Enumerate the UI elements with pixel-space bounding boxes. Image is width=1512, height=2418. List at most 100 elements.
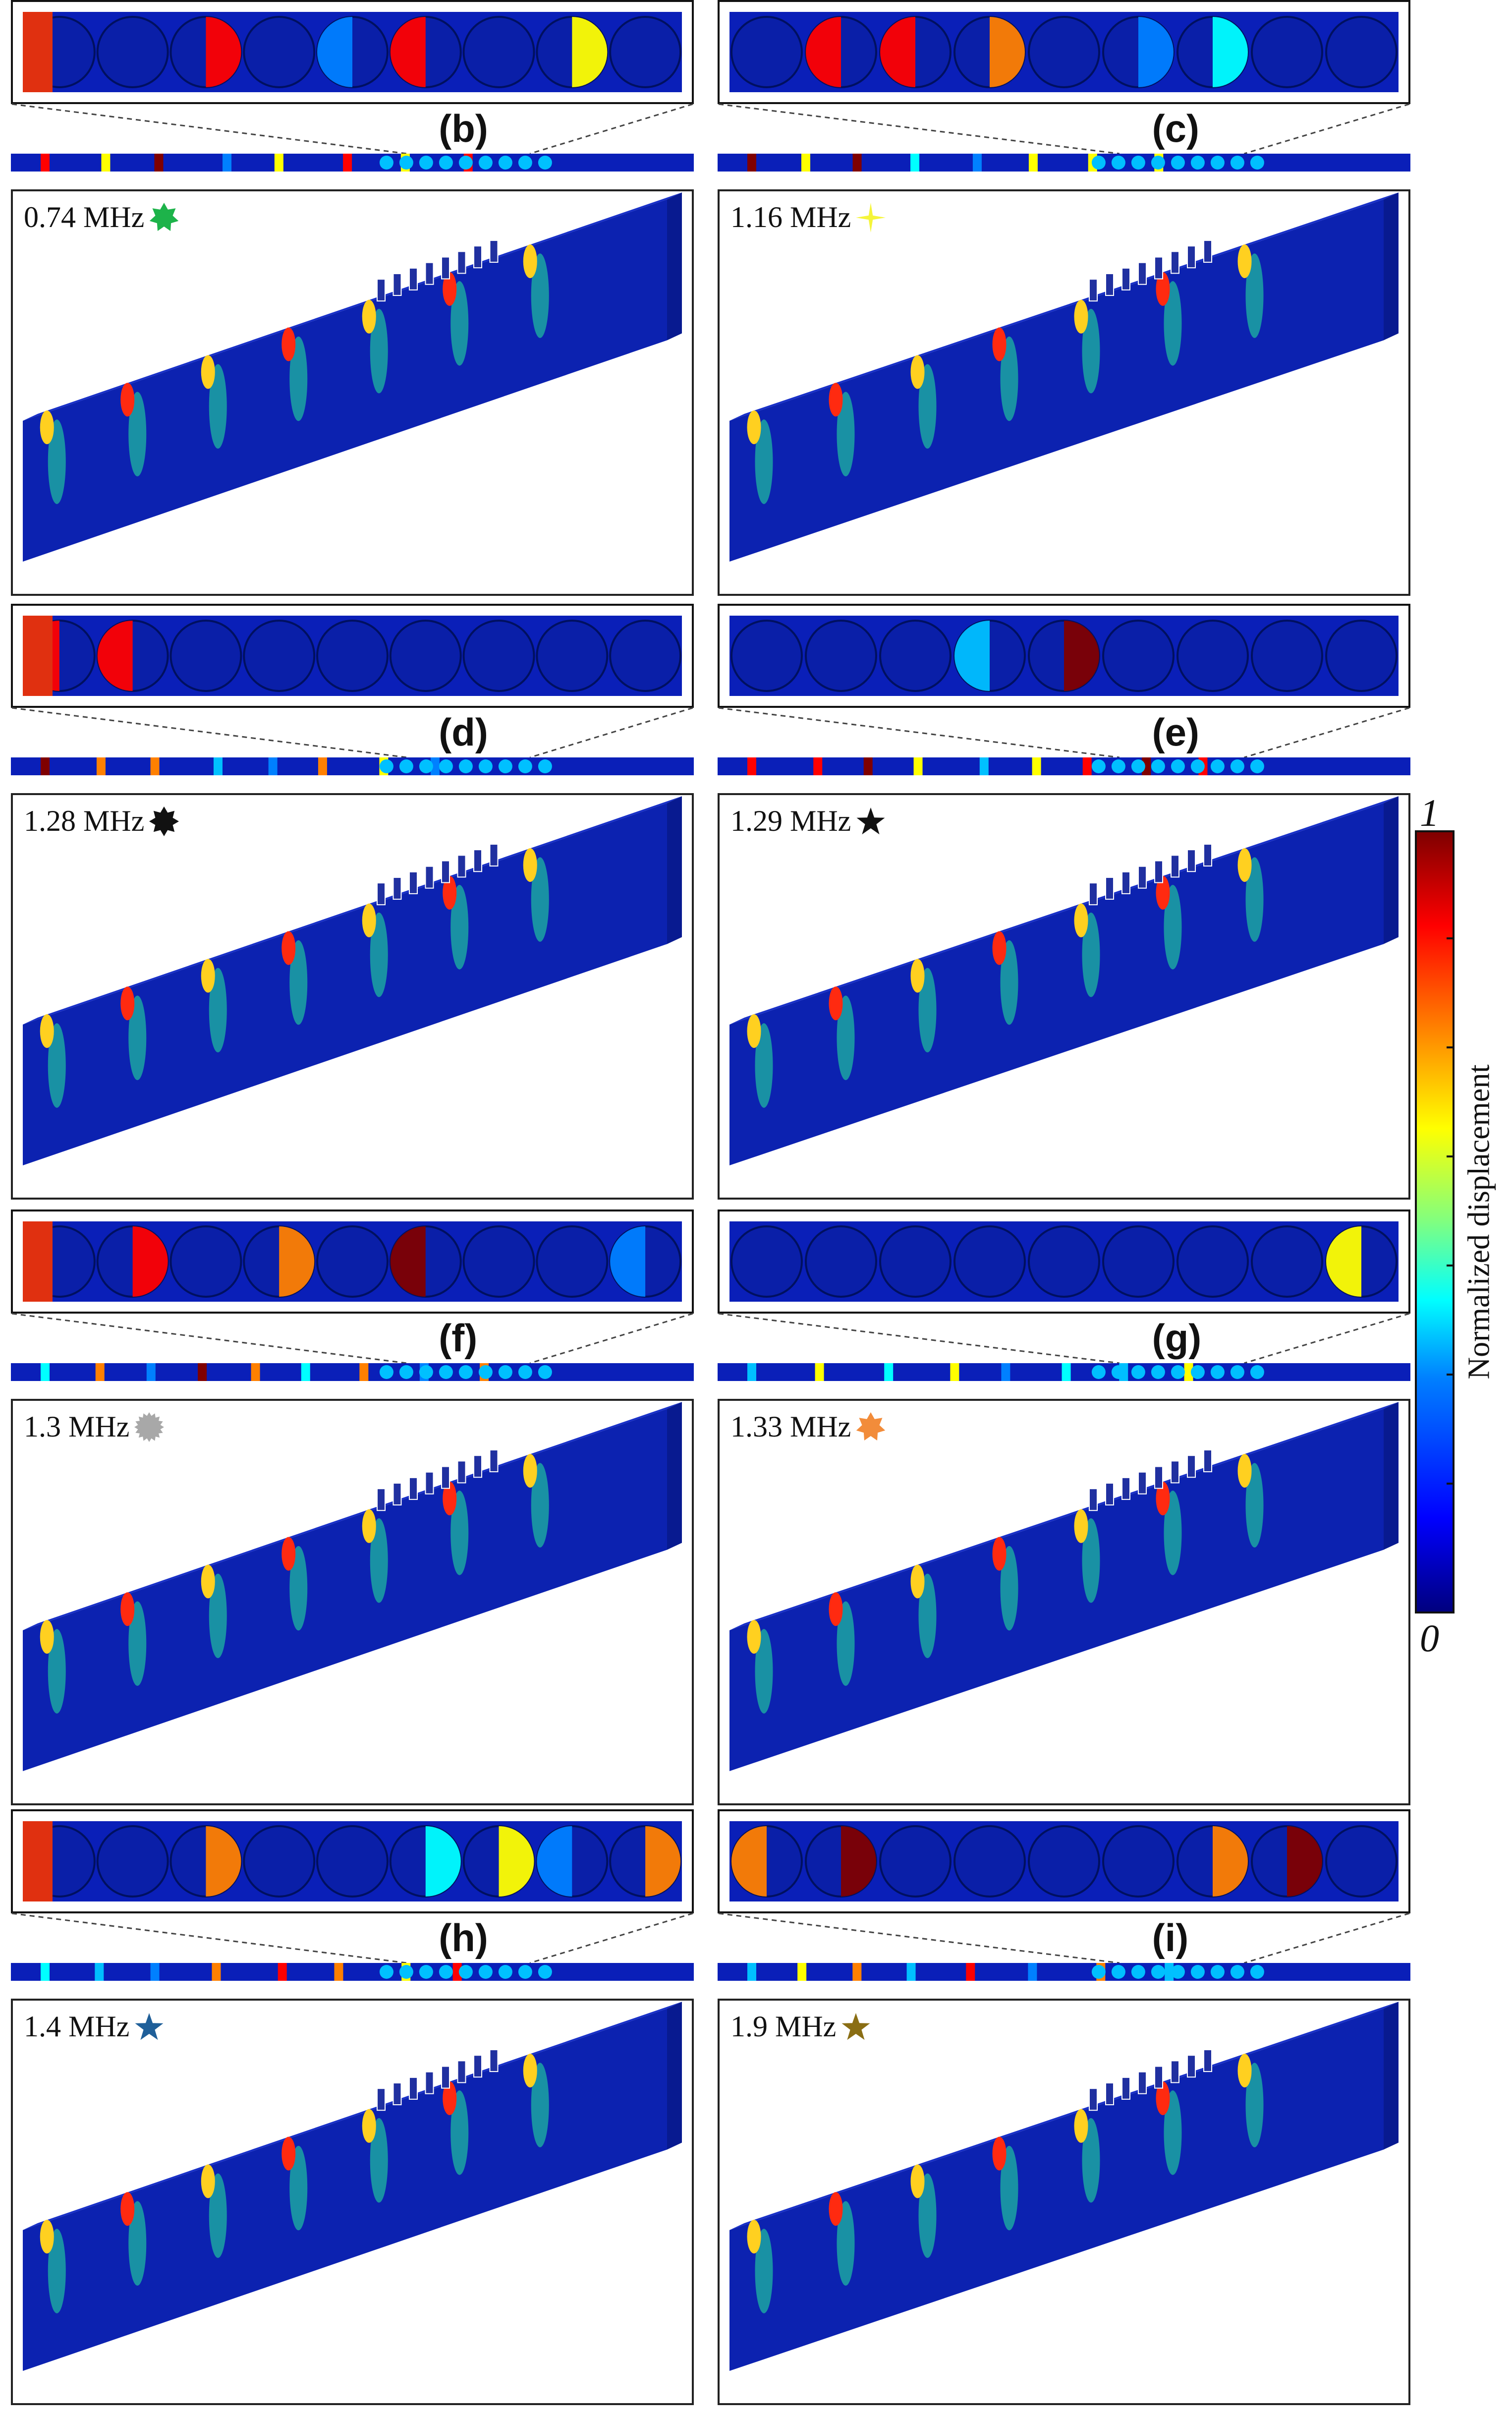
beam-3d-view: 1.9 MHz <box>718 1999 1410 2405</box>
resonator-disk <box>1176 620 1249 692</box>
colorbar-min-label: 0 <box>1420 1616 1439 1660</box>
panel-tag: (h) <box>439 1916 488 1959</box>
zoom-inset <box>718 604 1410 708</box>
beam-front-face <box>729 803 1384 1166</box>
frequency-value: 1.28 MHz <box>24 805 145 837</box>
hot-spot <box>731 1826 767 1897</box>
frequency-value: 1.9 MHz <box>730 2010 837 2043</box>
resonator-disk <box>316 1225 389 1298</box>
hot-spot <box>806 17 841 87</box>
panel: (i) 1.9 MHz <box>718 1809 1410 2405</box>
panel-tag: (g) <box>1152 1316 1202 1360</box>
hot-spot <box>206 1826 241 1897</box>
resonator-disk <box>805 1225 877 1298</box>
resonator-disk <box>169 1225 242 1298</box>
resonator-disk <box>879 1225 952 1298</box>
resonator-disk <box>169 620 242 692</box>
resonator-disk <box>462 620 535 692</box>
beam-top-strip <box>11 1363 694 1381</box>
hot-spot <box>425 1826 461 1897</box>
panel-tag: (e) <box>1152 710 1199 754</box>
colorbar-title: Normalized displacement <box>1462 1064 1496 1380</box>
zoom-inset <box>718 1209 1410 1314</box>
frequency-label: 1.9 MHz <box>730 2010 872 2044</box>
resonator-disk <box>805 620 877 692</box>
frequency-value: 1.16 MHz <box>730 201 851 233</box>
frequency-label: 1.16 MHz <box>730 200 887 234</box>
beam-front-face <box>23 803 667 1166</box>
hot-spot <box>390 17 426 87</box>
panel-tag: (d) <box>439 710 488 754</box>
resonator-disk <box>879 1825 952 1898</box>
hot-spot <box>841 1826 876 1897</box>
hot-spot <box>990 17 1025 87</box>
beam-top-strip <box>718 1963 1410 1981</box>
zoom-inset <box>11 1809 694 1913</box>
resonator-disk <box>1176 1225 1249 1298</box>
beam-top-strip <box>11 154 694 172</box>
resonator-disk <box>1028 1825 1100 1898</box>
colorbar-tick <box>1447 1374 1455 1376</box>
resonator-disk <box>96 16 169 88</box>
resonator-disk <box>730 1225 803 1298</box>
panel: (h) 1.4 MHz <box>11 1809 694 2405</box>
hot-spot <box>206 17 241 87</box>
colorbar-tick <box>1447 1265 1455 1267</box>
resonator-disk <box>96 1825 169 1898</box>
star-16-icon <box>134 1412 165 1442</box>
resonator-disk <box>462 16 535 88</box>
star-7-icon <box>856 1412 886 1440</box>
panel-tag: (c) <box>1152 107 1199 150</box>
frequency-value: 1.3 MHz <box>24 1410 130 1443</box>
colorbar-gradient <box>1415 830 1455 1613</box>
resonator-disk <box>243 620 316 692</box>
hot-spot <box>97 621 133 691</box>
beam-top-strip <box>718 757 1410 775</box>
hot-spot <box>317 17 352 87</box>
frequency-value: 1.33 MHz <box>730 1410 851 1443</box>
hot-spot <box>390 1226 426 1297</box>
zoom-guide-lines <box>718 103 1410 154</box>
resonator-disk <box>536 1225 609 1298</box>
panel: (e) 1.29 MHz <box>718 604 1410 1200</box>
colorbar-tick <box>1447 1155 1455 1157</box>
zoom-inset <box>718 1809 1410 1913</box>
zoom-guide-lines <box>718 707 1410 757</box>
frequency-label: 1.4 MHz <box>24 2010 165 2044</box>
beam-3d-view: 1.29 MHz <box>718 793 1410 1200</box>
beam-3d-view: 1.16 MHz <box>718 189 1410 596</box>
resonator-disk <box>243 16 316 88</box>
hot-spot <box>1213 1826 1248 1897</box>
hot-spot <box>1287 1826 1322 1897</box>
frequency-value: 1.29 MHz <box>730 805 851 837</box>
hot-spot <box>279 1226 315 1297</box>
hot-spot <box>610 1226 646 1297</box>
resonator-disk <box>243 1825 316 1898</box>
panel: (g) 1.33 MHz <box>718 1209 1410 1805</box>
frequency-value: 1.4 MHz <box>24 2010 130 2043</box>
panel: (f) 1.3 MHz <box>11 1209 694 1805</box>
resonator-disk <box>953 1825 1026 1898</box>
zoom-guide-lines <box>11 1313 693 1363</box>
colorbar-tick <box>1447 1483 1455 1485</box>
beam-3d-view: 1.4 MHz <box>11 1999 694 2405</box>
beam-3d-view: 1.28 MHz <box>11 793 694 1200</box>
resonator-disk <box>1251 1225 1323 1298</box>
resonator-disk <box>1102 620 1175 692</box>
colorbar-max-label: 1 <box>1420 791 1439 834</box>
hot-spot <box>537 1826 572 1897</box>
star-8-icon <box>149 806 179 836</box>
resonator-disk <box>316 1825 389 1898</box>
zoom-inset <box>718 0 1410 104</box>
hot-spot <box>1213 17 1248 87</box>
beam-front-face <box>729 2009 1384 2371</box>
panel-tag: (f) <box>439 1316 478 1360</box>
colorbar: 1 Normalized displacement 0 <box>1415 791 1509 1663</box>
beam-front-face <box>23 1409 667 1772</box>
zoom-inset <box>11 1209 694 1314</box>
zoom-guide-lines <box>11 1912 693 1963</box>
zoom-guide-lines <box>11 707 693 757</box>
hot-spot <box>880 17 915 87</box>
beam-top-strip <box>718 1363 1410 1381</box>
resonator-disk <box>1251 16 1323 88</box>
